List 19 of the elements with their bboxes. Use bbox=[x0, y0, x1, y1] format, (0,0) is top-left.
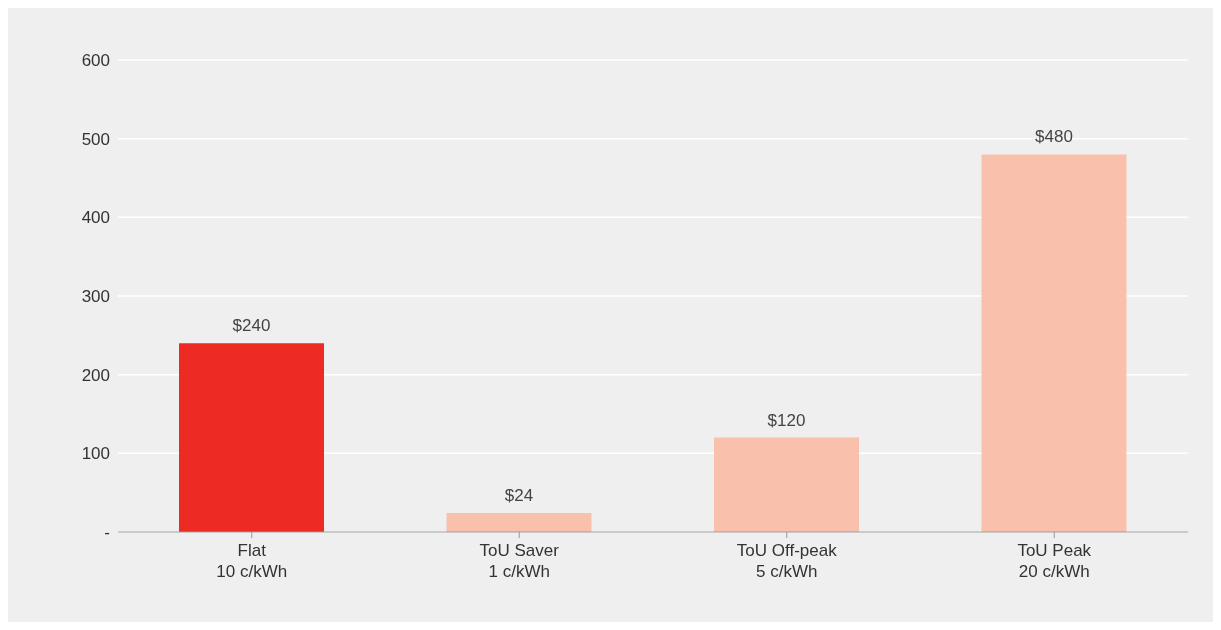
y-tick-label: 400 bbox=[81, 208, 110, 228]
y-tick-label: 100 bbox=[81, 444, 110, 464]
x-tick-label: ToU Off-peak 5 c/kWh bbox=[736, 541, 838, 581]
y-tick-label: - bbox=[104, 523, 110, 543]
bar bbox=[446, 513, 592, 532]
data-label: $480 bbox=[1035, 127, 1073, 147]
bar bbox=[179, 343, 324, 532]
data-label: $24 bbox=[504, 486, 534, 506]
x-tick-label: ToU Saver 1 c/kWh bbox=[479, 541, 560, 581]
data-label: $120 bbox=[767, 410, 806, 430]
y-tick-label: 200 bbox=[81, 365, 110, 385]
bar bbox=[981, 154, 1127, 532]
y-tick-label: 500 bbox=[81, 129, 110, 149]
y-tick-label: 300 bbox=[81, 287, 110, 307]
bar bbox=[714, 437, 859, 532]
y-tick-label: 600 bbox=[81, 51, 110, 71]
x-tick-label: ToU Peak 20 c/kWh bbox=[1017, 541, 1092, 581]
x-tick-label: Flat 10 c/kWh bbox=[216, 541, 288, 581]
data-label: $240 bbox=[232, 316, 271, 336]
